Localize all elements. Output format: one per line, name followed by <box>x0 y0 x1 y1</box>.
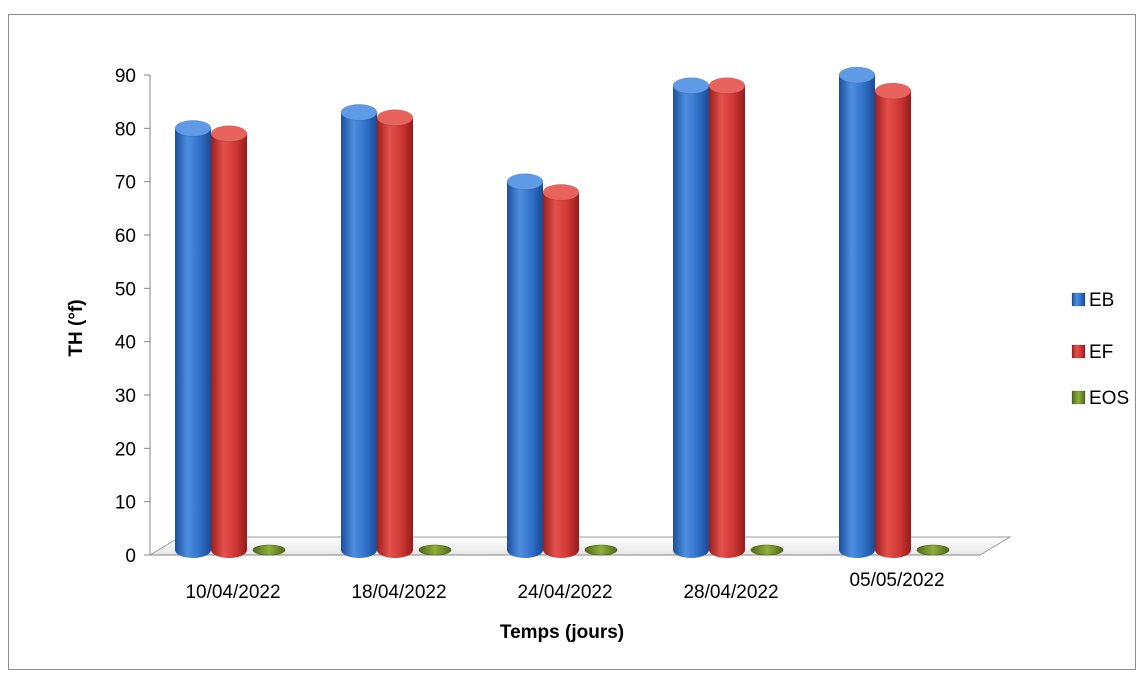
legend-label: EB <box>1089 290 1114 311</box>
x-axis-ticks: 10/04/2022 18/04/2022 24/04/2022 28/04/2022… <box>185 570 944 603</box>
y-tick-label: 0 <box>125 546 136 567</box>
x-tick-label: 24/04/2022 <box>517 582 612 603</box>
bar-ef <box>376 109 414 559</box>
legend-item-ef: EF <box>1071 342 1113 363</box>
bar-eb <box>672 77 710 559</box>
y-tick-label: 20 <box>115 439 136 460</box>
bar-eb <box>506 173 544 558</box>
x-tick-label: 05/05/2022 <box>849 570 944 591</box>
bar-eos <box>252 544 286 556</box>
x-tick-label: 18/04/2022 <box>351 582 446 603</box>
y-tick-label: 40 <box>115 333 136 354</box>
chart-frame <box>8 14 1136 670</box>
legend-item-eos: EOS <box>1071 388 1129 409</box>
y-axis-title: TH (°f) <box>66 299 87 356</box>
legend-swatch <box>1071 292 1086 307</box>
x-axis-title: Temps (jours) <box>500 622 624 643</box>
bar-eb <box>340 104 378 558</box>
bars-group <box>174 66 950 559</box>
y-tick-label: 80 <box>115 119 136 140</box>
bar-eb <box>838 66 876 558</box>
bar-ef <box>210 125 248 558</box>
y-tick-label: 60 <box>115 226 136 247</box>
bar-eos <box>584 544 618 556</box>
bar-ef <box>874 82 912 558</box>
legend-swatch <box>1071 390 1086 405</box>
y-tick-label: 50 <box>115 279 136 300</box>
y-tick-label: 10 <box>115 493 136 514</box>
bar-eos <box>750 544 784 556</box>
y-axis: 0 10 20 30 40 50 60 70 80 90 <box>115 66 151 567</box>
legend-label: EF <box>1089 342 1113 363</box>
y-tick-label: 30 <box>115 386 136 407</box>
bar-eos <box>916 544 950 556</box>
legend-item-eb: EB <box>1071 290 1114 311</box>
y-tick-label: 90 <box>115 66 136 87</box>
x-tick-label: 28/04/2022 <box>683 582 778 603</box>
bar-ef <box>542 184 580 559</box>
x-tick-label: 10/04/2022 <box>185 582 280 603</box>
legend-swatch <box>1071 344 1086 359</box>
bar-eos <box>418 544 452 556</box>
y-tick-label: 70 <box>115 173 136 194</box>
bar-ef <box>708 77 746 559</box>
bar-eb <box>174 120 212 559</box>
legend: EB EF EOS <box>1071 290 1129 409</box>
legend-label: EOS <box>1089 388 1129 409</box>
